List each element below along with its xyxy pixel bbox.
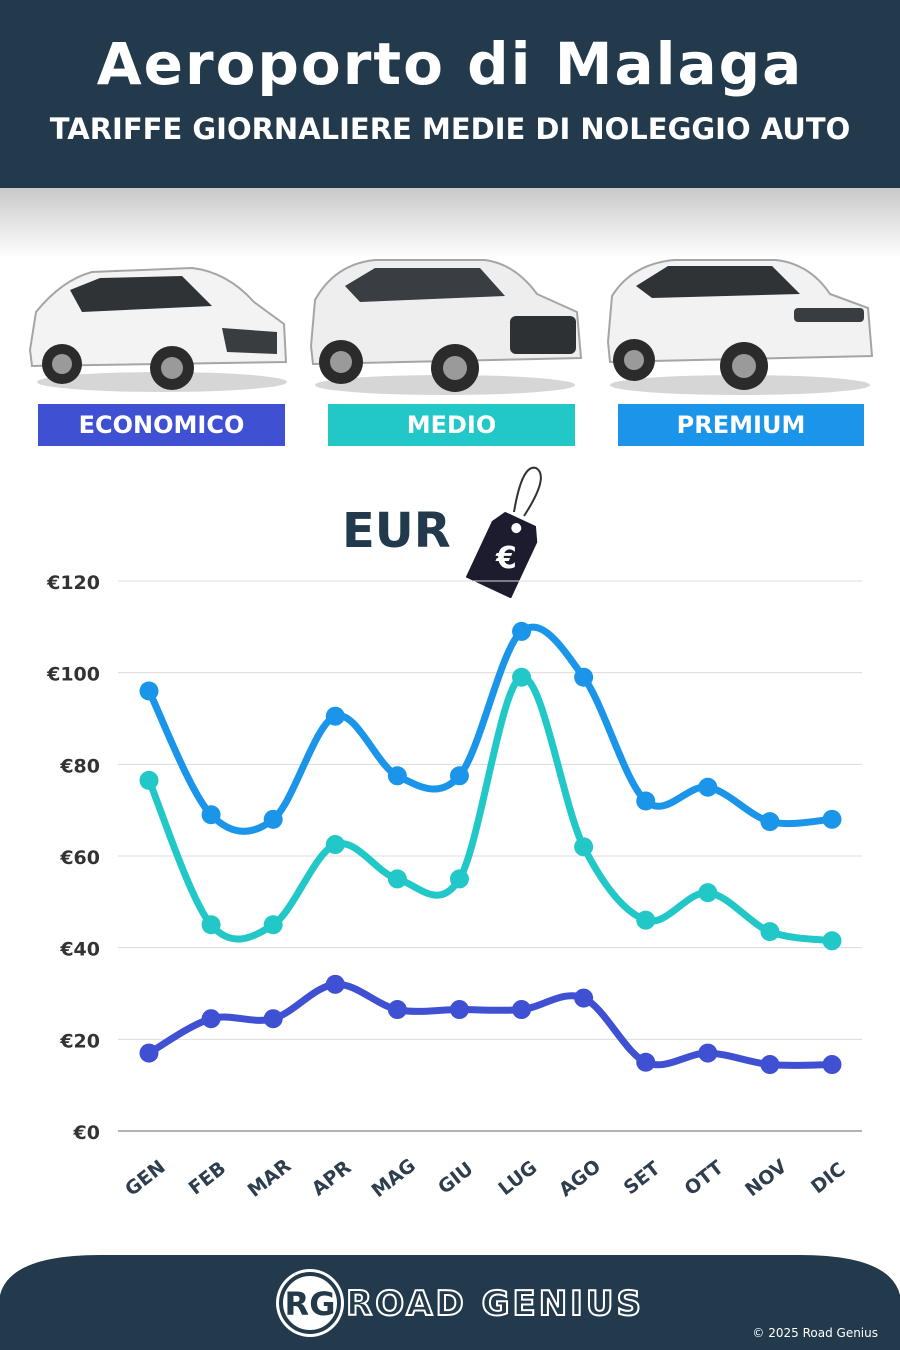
data-point-medio	[636, 910, 656, 930]
data-point-medio	[449, 869, 469, 889]
line-chart: €0 €20 €40 €60 €80 €100 €120 GEN FEB MAR APR MAG GIU…	[46, 572, 862, 1202]
copyright: © 2025 Road Genius	[752, 1326, 878, 1340]
data-point-medio	[201, 915, 221, 935]
x-tick-label: OTT	[681, 1156, 728, 1200]
data-point-economico	[512, 1000, 532, 1020]
y-tick-label: €120	[46, 572, 100, 594]
data-point-premium	[201, 805, 221, 825]
x-tick-label: MAG	[368, 1154, 420, 1202]
data-point-medio	[387, 869, 407, 889]
x-tick-label: AGO	[555, 1155, 605, 1201]
badge-economico: ECONOMICO	[38, 404, 285, 446]
footer: RG ROAD GENIUS	[0, 1255, 900, 1350]
data-point-economico	[201, 1009, 221, 1029]
data-point-premium	[822, 809, 842, 829]
data-point-medio	[760, 922, 780, 942]
data-point-medio	[698, 883, 718, 903]
badge-label: PREMIUM	[676, 411, 806, 439]
y-tick-label: €0	[73, 1122, 100, 1144]
data-point-premium	[698, 777, 718, 797]
y-tick-label: €80	[59, 755, 100, 777]
data-point-premium	[636, 791, 656, 811]
data-point-premium	[574, 667, 594, 687]
x-tick-label: APR	[308, 1156, 356, 1200]
badge-label: MEDIO	[406, 411, 497, 439]
page-subtitle: TARIFFE GIORNALIERE MEDIE DI NOLEGGIO AU…	[49, 112, 851, 146]
data-point-premium	[325, 706, 345, 726]
x-tick-label: FEB	[185, 1157, 230, 1199]
data-point-medio	[512, 667, 532, 687]
medium-car-image	[309, 259, 583, 395]
x-tick-label: GIU	[434, 1158, 478, 1199]
data-point-economico	[636, 1052, 656, 1072]
data-point-premium	[263, 809, 283, 829]
data-point-economico	[325, 974, 345, 994]
series-line-medio	[145, 673, 836, 945]
data-point-economico	[449, 1000, 469, 1020]
y-tick-label: €20	[59, 1030, 100, 1052]
data-point-economico	[698, 1043, 718, 1063]
data-point-medio	[325, 835, 345, 855]
series-line-economico	[145, 980, 836, 1069]
data-point-medio	[574, 837, 594, 857]
data-point-premium	[760, 812, 780, 832]
header-shadow	[0, 188, 900, 258]
data-point-economico	[574, 988, 594, 1008]
y-tick-label: €40	[59, 939, 100, 961]
x-tick-label: DIC	[807, 1158, 850, 1198]
economy-car-image	[28, 266, 288, 392]
data-point-premium	[449, 766, 469, 786]
data-point-premium	[512, 621, 532, 641]
data-point-medio	[139, 770, 159, 790]
x-tick-label: LUG	[494, 1157, 541, 1200]
data-point-economico	[387, 1000, 407, 1020]
data-point-medio	[263, 915, 283, 935]
x-tick-label: MAR	[244, 1155, 296, 1202]
badge-premium: PREMIUM	[618, 404, 864, 446]
data-point-economico	[760, 1055, 780, 1075]
data-point-premium	[139, 681, 159, 701]
badge-label: ECONOMICO	[78, 411, 245, 439]
x-tick-label: NOV	[741, 1155, 791, 1201]
y-tick-label: €60	[59, 847, 100, 869]
data-point-economico	[139, 1043, 159, 1063]
data-point-premium	[387, 766, 407, 786]
series-line-premium	[145, 623, 836, 835]
x-tick-label: GEN	[121, 1156, 170, 1201]
data-point-economico	[822, 1055, 842, 1075]
data-point-economico	[263, 1009, 283, 1029]
currency-label: EUR	[342, 503, 451, 559]
badge-medio: MEDIO	[328, 404, 575, 446]
logo-icon: RG	[285, 1285, 336, 1323]
price-tag-icon: €	[465, 466, 542, 598]
premium-car-image	[606, 259, 874, 395]
page-title: Aeroporto di Malaga	[96, 30, 804, 98]
x-tick-label: SET	[620, 1157, 665, 1199]
price-tag-symbol: €	[495, 541, 517, 576]
brand-name: ROAD GENIUS	[346, 1284, 644, 1324]
header: Aeroporto di Malaga TARIFFE GIORNALIERE …	[0, 0, 900, 188]
y-tick-label: €100	[46, 664, 100, 686]
data-point-medio	[822, 931, 842, 951]
